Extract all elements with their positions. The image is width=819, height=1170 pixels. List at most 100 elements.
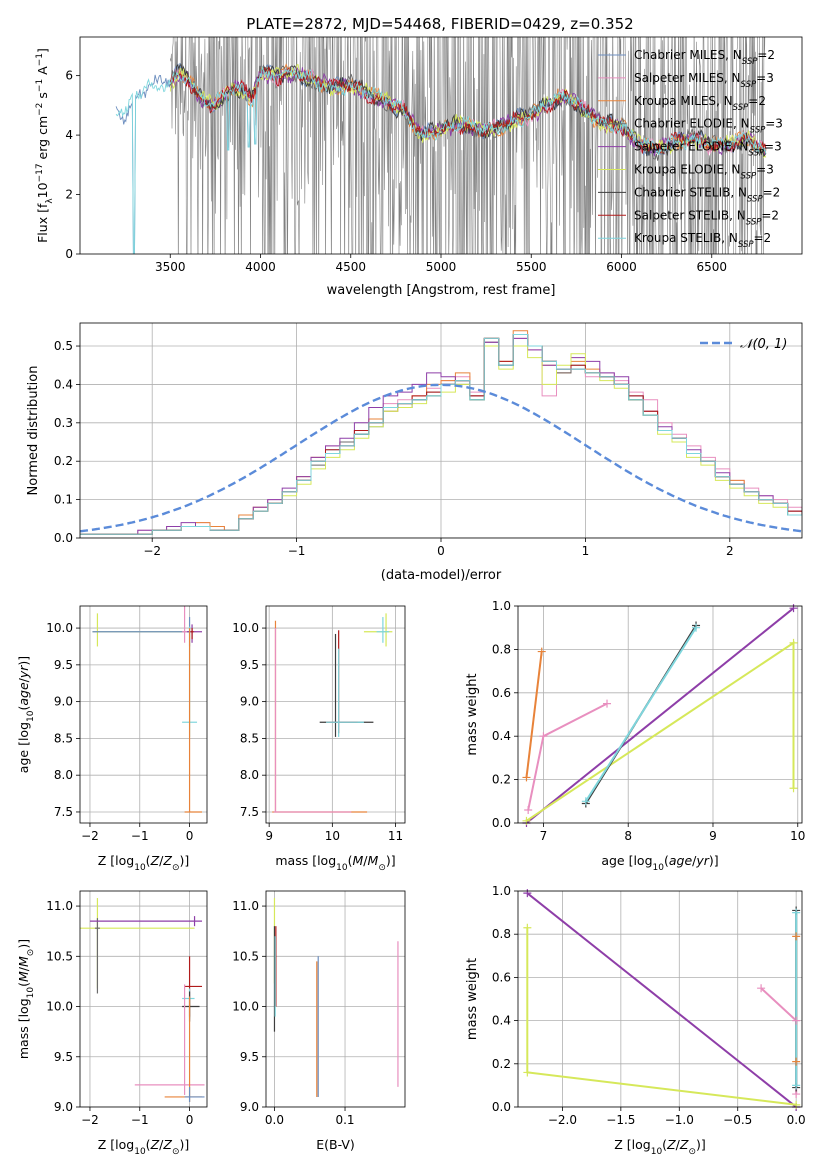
axes-age_vs_mass: 9 10 11 7.5 8.0 8.5 9.0 9.5 10.0 mass [log10(M/M⊙… — [232, 605, 406, 873]
y-tick-label: 4 — [65, 128, 73, 142]
y-axis-label-part: −17 — [35, 163, 45, 182]
legend-label: Salpeter ELODIE, N — [634, 140, 748, 154]
y-tick-label: 0.0 — [492, 1100, 511, 1114]
weight-marker — [692, 623, 701, 632]
legend-label: Salpeter MILES, N — [634, 71, 741, 85]
y-tick-label: 11.0 — [232, 899, 259, 913]
legend-label: Kroupa MILES, N — [634, 94, 733, 108]
plot-area-residuals — [80, 323, 802, 538]
legend-subscript: SSP — [741, 80, 757, 90]
x-tick-label: 4000 — [245, 260, 276, 274]
x-tick-label: 9 — [265, 829, 273, 843]
y-tick-label: 0.6 — [492, 686, 511, 700]
axes-frame — [79, 890, 208, 1108]
y-tick-label: 10.5 — [46, 949, 73, 963]
x-tick-label: 0 — [437, 544, 445, 558]
y-tick-label: 9.0 — [240, 1100, 259, 1114]
legend-suffix: =3 — [765, 117, 783, 131]
y-axis-label-part: 10 — [35, 182, 50, 198]
y-tick-label: 10.0 — [46, 1000, 73, 1014]
x-tick-label: 7 — [540, 829, 548, 843]
x-axis-label: Z [log10(Z/Z⊙)] — [98, 853, 190, 873]
x-tick-label: 5500 — [516, 260, 547, 274]
y-tick-label: 8.0 — [54, 768, 73, 782]
x-axis-label: mass [log10(M/M⊙)] — [275, 853, 395, 873]
x-axis-label: wavelength [Angstrom, rest frame] — [327, 283, 556, 298]
weight-marker — [792, 1016, 801, 1025]
legend-label: Chabrier MILES, N — [634, 48, 742, 62]
y-axis-label-part: −2 — [35, 103, 45, 116]
y-tick-label: 9.5 — [240, 1050, 259, 1064]
weight-marker — [539, 732, 548, 741]
legend-suffix: =2 — [754, 231, 772, 245]
x-tick-label: 11 — [388, 829, 403, 843]
y-tick-label: 0.1 — [54, 493, 73, 507]
legend-label: 𝒩(0, 1) — [740, 337, 787, 352]
legend-label: Chabrier ELODIE, N — [634, 117, 750, 131]
x-tick-label: −2.0 — [548, 1113, 577, 1127]
histogram-kroupa-stelib — [80, 334, 802, 538]
legend-subscript: SSP — [742, 57, 758, 67]
legend-suffix: =2 — [763, 185, 781, 199]
y-tick-label: 0.2 — [492, 1057, 511, 1071]
y-tick-label: 0 — [65, 247, 73, 261]
legend-entry: Salpeter STELIB, NSSP=2 — [634, 208, 779, 227]
y-tick-label: 7.5 — [240, 805, 259, 819]
weight-line-salpeter-elodie — [525, 607, 795, 823]
y-tick-label: 0.8 — [492, 927, 511, 941]
histogram-salpeter-miles — [80, 337, 802, 538]
weight-marker — [789, 784, 798, 793]
axes-residuals: −2 −1 0 1 2 0.0 0.1 0.2 0.3 0.4 0.5 (data-model)/er… — [26, 322, 803, 583]
y-tick-label: 2 — [65, 188, 73, 202]
axes-frame — [265, 890, 406, 1108]
y-tick-label: 6 — [65, 69, 73, 83]
legend-subscript: SSP — [747, 194, 763, 204]
x-tick-label: 0 — [186, 829, 194, 843]
legend-entry: Salpeter MILES, NSSP=3 — [634, 71, 774, 90]
observed-spectrum-line — [170, 37, 766, 254]
x-tick-label: −2 — [81, 829, 99, 843]
y-tick-label: 9.0 — [54, 695, 73, 709]
weight-marker — [789, 604, 798, 613]
y-axis-label-part: −1 — [35, 53, 45, 66]
x-tick-label: 0 — [186, 1113, 194, 1127]
x-axis-label: Z [log10(Z/Z⊙)] — [614, 1137, 706, 1157]
x-tick-label: −2 — [81, 1113, 99, 1127]
legend-entry: Chabrier MILES, NSSP=2 — [634, 48, 775, 67]
x-tick-label: 8 — [624, 829, 632, 843]
weight-marker — [524, 805, 533, 814]
weight-marker — [523, 923, 532, 932]
y-axis-label: Flux [fλ10−17 erg cm−2 s−1 A−1] — [35, 48, 55, 243]
y-tick-label: 0.3 — [54, 416, 73, 430]
weight-marker — [789, 638, 798, 647]
y-tick-label: 0.4 — [492, 1014, 511, 1028]
y-axis-label: age [log10(age/yr)] — [16, 656, 36, 773]
y-axis-label-part: Flux [f — [35, 203, 50, 243]
plot-area-mass_vs_Z — [80, 891, 207, 1107]
plot-area-age_vs_mass — [266, 606, 405, 823]
y-tick-label: 11.0 — [46, 899, 73, 913]
y-axis-label-part: −1 — [35, 79, 45, 92]
x-tick-label: 9 — [709, 829, 717, 843]
histogram-kroupa-miles — [80, 330, 802, 538]
y-tick-label: 9.5 — [240, 658, 259, 672]
x-tick-label: 0.1 — [335, 1113, 354, 1127]
axes-frame — [79, 605, 208, 824]
y-tick-label: 9.5 — [54, 658, 73, 672]
x-tick-label: 0.0 — [265, 1113, 284, 1127]
legend-entry: Chabrier STELIB, NSSP=2 — [634, 185, 780, 204]
legend-entry: Kroupa ELODIE, NSSP=3 — [634, 163, 774, 182]
y-tick-label: 10.5 — [232, 949, 259, 963]
legend-subscript: SSP — [738, 240, 754, 250]
legend-subscript: SSP — [746, 217, 762, 227]
axes-weight_vs_age: 7 8 9 10 0.0 0.2 0.4 0.6 0.8 1.0 age [log10(age/yr… — [465, 599, 805, 873]
normal-curve — [80, 383, 802, 533]
y-tick-label: 0.6 — [492, 970, 511, 984]
y-tick-label: 9.0 — [54, 1100, 73, 1114]
y-tick-label: 9.5 — [54, 1050, 73, 1064]
weight-marker — [792, 1081, 801, 1090]
plot-area-mass_vs_ebv — [266, 891, 405, 1107]
y-axis-label-part: s — [35, 92, 50, 103]
y-tick-label: 8.5 — [240, 731, 259, 745]
